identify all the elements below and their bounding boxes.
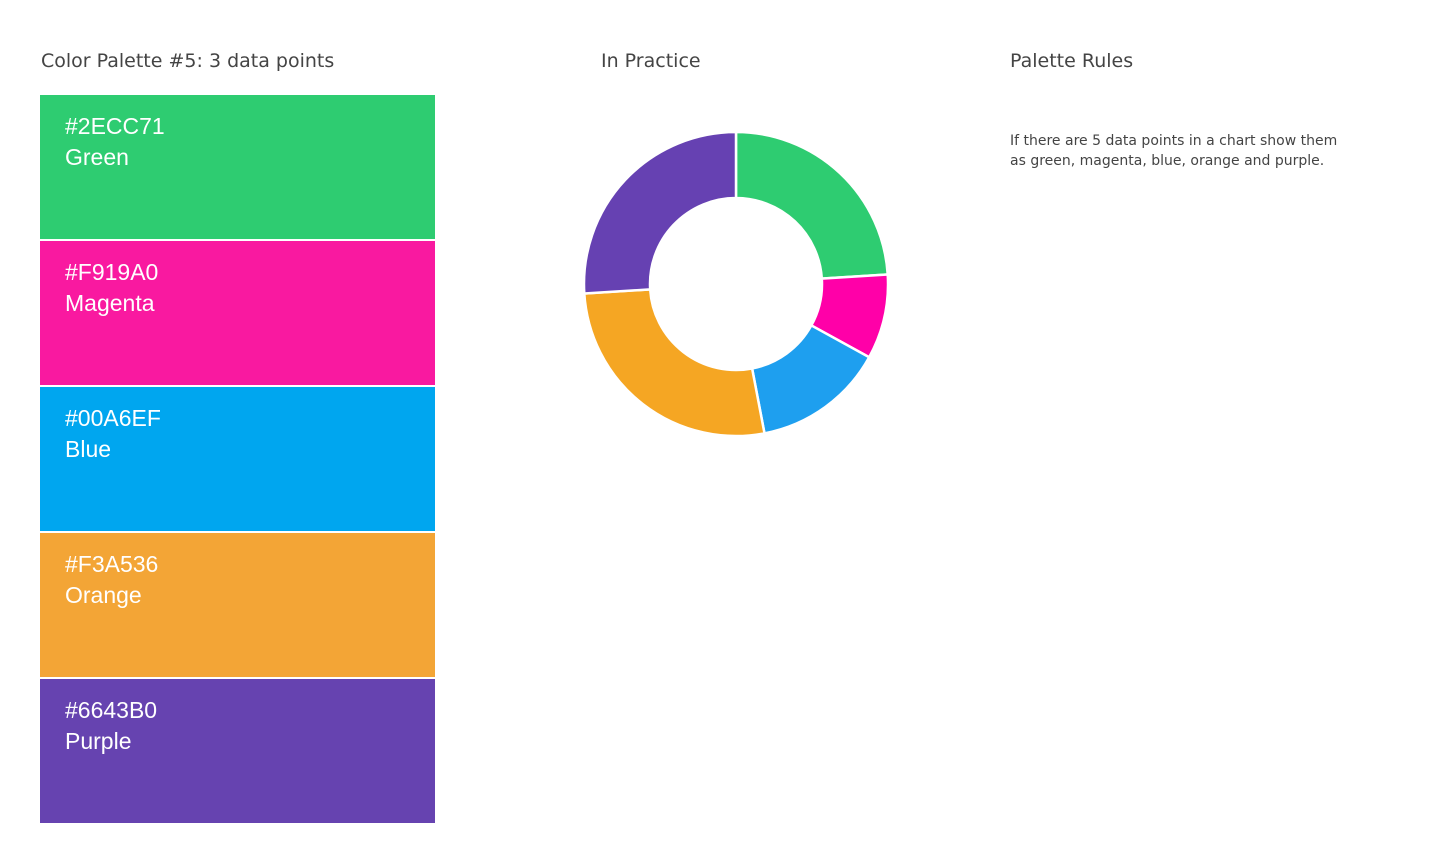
in-practice-heading: In Practice xyxy=(601,50,701,72)
swatch-purple: #6643B0 Purple xyxy=(40,679,435,823)
swatch-hex-label: #00A6EF xyxy=(65,405,161,431)
donut-slice-orange xyxy=(582,288,766,438)
palette-rules-text: If there are 5 data points in a chart sh… xyxy=(1010,133,1338,169)
swatch-list: #2ECC71 Green #F919A0 Magenta #00A6EF Bl… xyxy=(40,95,435,825)
swatch-color-name: Purple xyxy=(65,728,132,754)
swatch-blue: #00A6EF Blue xyxy=(40,387,435,531)
swatch-orange: #F3A536 Orange xyxy=(40,533,435,677)
swatch-color-name: Magenta xyxy=(65,290,155,316)
swatch-hex-label: #2ECC71 xyxy=(65,113,165,139)
swatch-green: #2ECC71 Green xyxy=(40,95,435,239)
swatch-color-name: Orange xyxy=(65,582,142,608)
swatch-hex-label: #6643B0 xyxy=(65,697,158,723)
swatch-hex-label: #F3A536 xyxy=(65,551,159,577)
donut-chart xyxy=(580,128,892,440)
palette-heading: Color Palette #5: 3 data points xyxy=(41,50,335,72)
donut-slice-green xyxy=(734,130,890,280)
donut-slice-purple xyxy=(582,130,738,295)
swatch-color-name: Green xyxy=(65,144,129,170)
palette-rules-heading: Palette Rules xyxy=(1010,50,1134,72)
swatch-color-name: Blue xyxy=(65,436,112,462)
swatch-hex-label: #F919A0 xyxy=(65,259,159,285)
swatch-magenta: #F919A0 Magenta xyxy=(40,241,435,385)
donut-chart-svg xyxy=(582,130,890,438)
